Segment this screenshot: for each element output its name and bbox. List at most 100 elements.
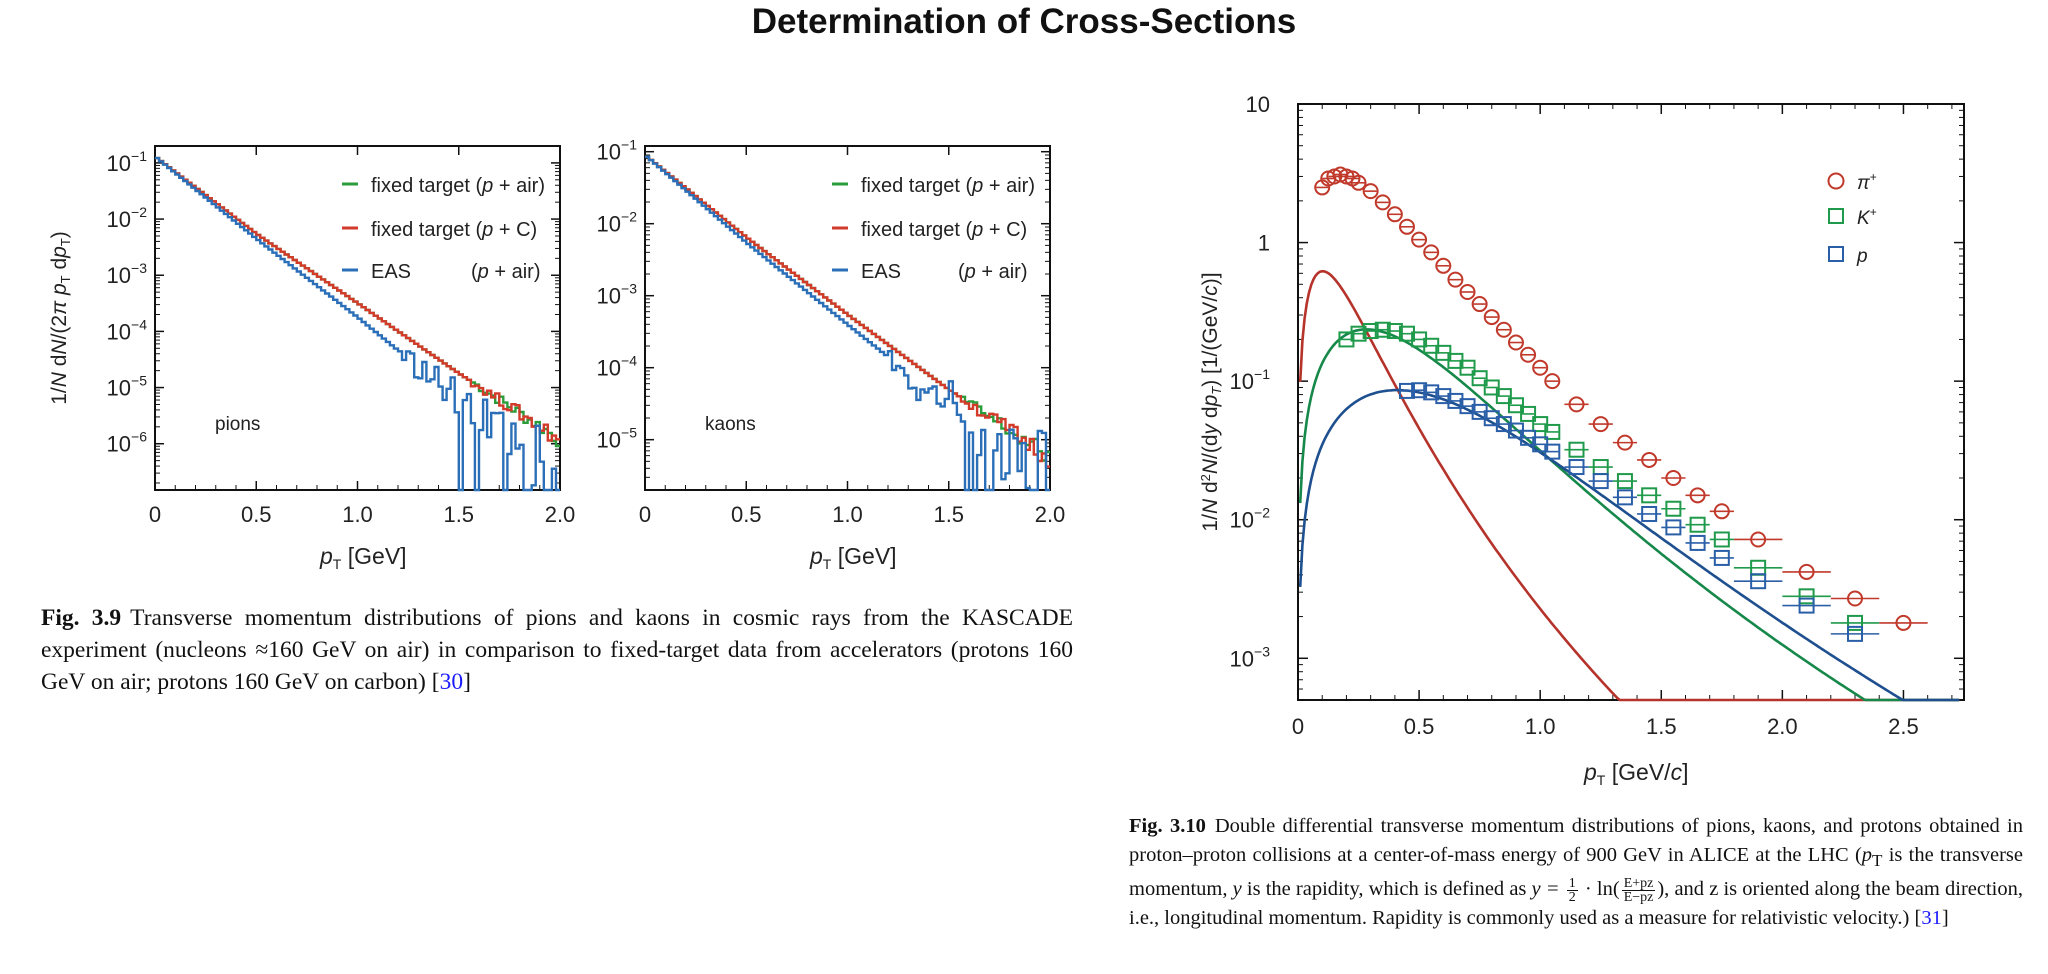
data-point-proton <box>1435 388 1452 405</box>
data-point-pion <box>1362 183 1379 200</box>
data-point-kaon <box>1362 323 1379 340</box>
x-tick-label: 0 <box>149 502 161 527</box>
y-tick-label: 10−5 <box>107 373 148 401</box>
histogram-fixed-c <box>645 155 1050 468</box>
legend-marker-proton <box>1828 246 1844 262</box>
caption-pt-sub: T <box>1872 851 1883 871</box>
data-point-pion <box>1507 334 1524 351</box>
data-point-pion <box>1459 283 1476 300</box>
frac-num: E+pz <box>1621 875 1656 891</box>
citation-link[interactable]: 30 <box>439 669 464 695</box>
histogram-eas <box>155 156 560 492</box>
data-point-proton <box>1423 384 1440 401</box>
legend-label-fixed-air: fixed target (p + air) <box>371 175 545 197</box>
half-num: 1 <box>1566 875 1578 891</box>
y-tick-label: 1 <box>1258 231 1270 256</box>
x-axis-label: pT [GeV/c] <box>1583 759 1688 788</box>
legend-label-fixed-c: fixed target (p + C) <box>371 219 537 241</box>
panel-label-pions: pions <box>215 414 260 435</box>
x-tick-label: 2.0 <box>1035 502 1066 527</box>
data-point-kaon <box>1507 397 1524 414</box>
data-point-pion <box>1495 321 1512 338</box>
data-point-kaon <box>1568 441 1585 458</box>
caption-label: Fig. 3.10 <box>1129 815 1206 837</box>
x-tick-label: 1.5 <box>1646 714 1677 739</box>
y-tick-label: 10−2 <box>597 209 638 237</box>
data-point-pion <box>1411 231 1428 248</box>
legend-label-eas: EAS <box>371 261 411 283</box>
x-tick-label: 1.0 <box>1525 714 1556 739</box>
data-point-kaon <box>1544 423 1561 440</box>
y-tick-label: 10−4 <box>107 316 148 344</box>
caption-text-4: ), and z is oriented along the beam dire… <box>1129 878 2023 930</box>
data-point-pion <box>1471 296 1488 313</box>
data-point-pion <box>1520 346 1537 363</box>
fig-3-10-caption: Fig. 3.10 Double differential transverse … <box>1129 812 2023 933</box>
data-point-pion <box>1616 434 1633 451</box>
pion-fit <box>1298 269 1960 702</box>
data-point-pion <box>1435 257 1452 274</box>
x-axis-label: pT [GeV] <box>319 543 407 572</box>
data-point-proton <box>1665 519 1682 536</box>
data-point-proton <box>1713 549 1730 566</box>
data-point-proton <box>1592 473 1609 490</box>
y-tick-label: 10 <box>1246 92 1270 117</box>
data-point-pion <box>1374 194 1391 211</box>
x-tick-label: 1.5 <box>933 502 964 527</box>
histogram-eas <box>645 155 1050 492</box>
x-tick-label: 0.5 <box>1404 714 1435 739</box>
data-point-kaon <box>1483 379 1500 396</box>
citation-link[interactable]: 31 <box>1921 907 1942 930</box>
caption-formula-mid: · ln( <box>1579 878 1620 901</box>
x-tick-label: 1.0 <box>832 502 863 527</box>
data-point-proton <box>1447 392 1464 409</box>
histogram-fixed-c <box>155 156 560 442</box>
data-point-kaon <box>1374 321 1391 338</box>
legend: fixed target (p + air) fixed target (p +… <box>342 175 545 283</box>
data-point-pion <box>1423 244 1440 261</box>
legend-label-kaon: K+ <box>1857 205 1877 229</box>
data-point-proton <box>1459 398 1476 415</box>
data-point-pion <box>1665 470 1682 487</box>
caption-pt: p <box>1861 844 1873 866</box>
data-point-kaon <box>1641 487 1658 504</box>
x-tick-label: 2.0 <box>1767 714 1798 739</box>
caption-formula-pre: y = <box>1531 878 1565 901</box>
legend-label-pion: π+ <box>1857 170 1877 194</box>
data-point-pion <box>1447 271 1464 288</box>
data-point-kaon <box>1338 331 1355 348</box>
pions-chart: 0 0.5 1.0 1.5 2.010−110−210−310−410−510−6 fi… <box>48 145 576 572</box>
data-point-pion <box>1544 373 1561 390</box>
data-point-kaon <box>1471 370 1488 387</box>
data-point-kaon <box>1398 325 1415 342</box>
data-point-pion <box>1689 487 1706 504</box>
data-point-kaon <box>1689 516 1706 533</box>
data-point-proton <box>1411 382 1428 399</box>
data-point-proton <box>1483 410 1500 427</box>
caption-y: y <box>1232 878 1242 901</box>
legend-label-eas-paren: (p + air) <box>958 261 1027 283</box>
data-point-kaon <box>1386 323 1403 340</box>
caption-end: ] <box>463 669 471 695</box>
data-point-kaon <box>1495 388 1512 405</box>
data-point-proton <box>1641 505 1658 522</box>
x-tick-label: 0.5 <box>241 502 272 527</box>
x-tick-label: 2.0 <box>545 502 576 527</box>
data-point-pion <box>1350 174 1367 191</box>
x-tick-label: 0 <box>639 502 651 527</box>
legend-label-eas: EAS <box>861 261 901 283</box>
data-point-proton <box>1847 625 1864 642</box>
fig-3-9-caption: Fig. 3.9 Transverse momentum distribution… <box>41 602 1073 698</box>
data-point-proton <box>1798 597 1815 614</box>
legend: π+ K+ p <box>1827 170 1877 267</box>
legend-marker-kaon <box>1828 208 1844 224</box>
data-point-kaon <box>1350 325 1367 342</box>
x-tick-label: 1.0 <box>342 502 373 527</box>
data-point-pion <box>1532 359 1549 376</box>
data-point-proton <box>1616 489 1633 506</box>
legend-label-proton: p <box>1856 246 1868 267</box>
legend-label-eas-paren: (p + air) <box>471 261 540 283</box>
caption-text-3: is the rapidity, which is defined as <box>1241 878 1532 901</box>
caption-text-1: Double differential transverse momentum … <box>1129 815 2023 866</box>
